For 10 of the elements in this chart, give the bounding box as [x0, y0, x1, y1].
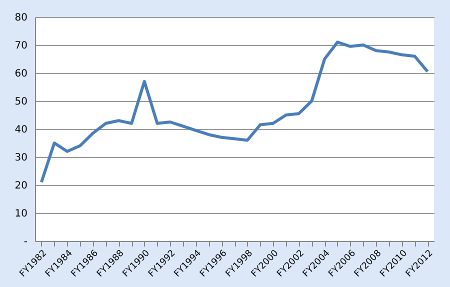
line-series [40, 40, 430, 184]
y-tick-label: - [24, 236, 28, 248]
y-tick-label: 20 [14, 180, 28, 192]
y-tick-label: 10 [14, 208, 28, 220]
y-tick-label: 50 [14, 96, 28, 108]
y-tick-label: 30 [14, 152, 28, 164]
y-tick-label: 40 [14, 124, 28, 136]
y-tick-label: 60 [14, 68, 28, 80]
y-tick-label: 80 [14, 12, 28, 24]
y-tick-label: 70 [14, 40, 28, 52]
